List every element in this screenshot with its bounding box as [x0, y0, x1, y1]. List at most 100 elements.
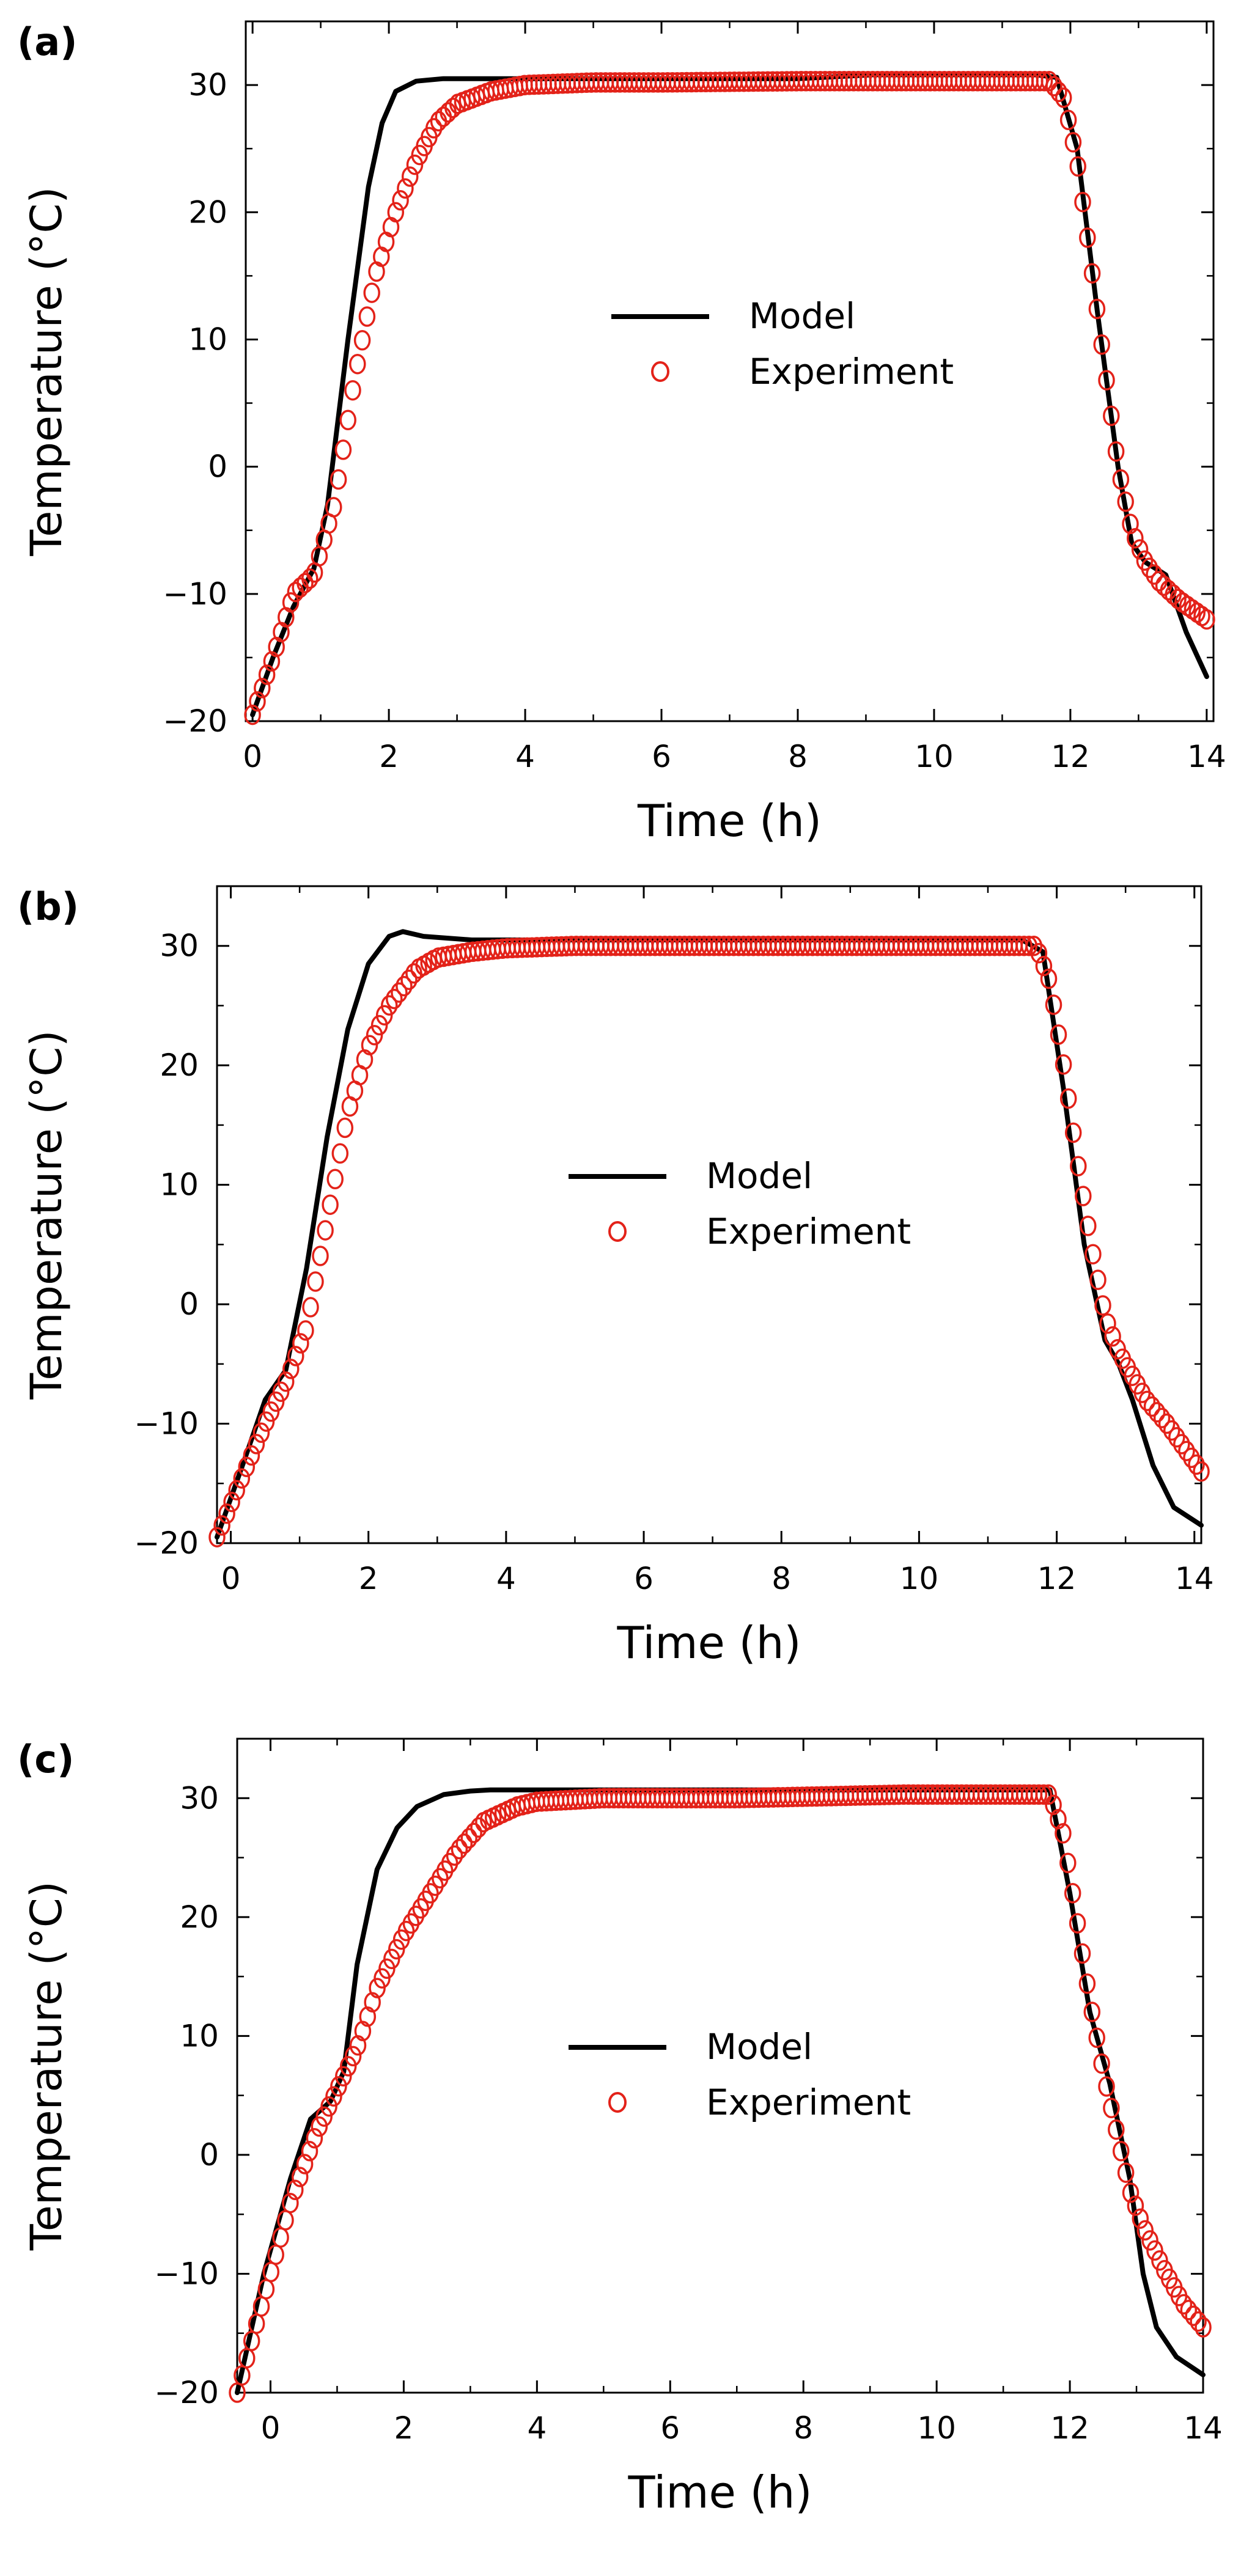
experiment-point [248, 1434, 265, 1455]
y-tick-label: 20 [180, 1899, 219, 1935]
experiment-point [1059, 109, 1077, 131]
experiment-point [425, 118, 443, 139]
experiment-point [1178, 1440, 1195, 1461]
experiment-point [233, 1468, 251, 1489]
experiment-point [1040, 968, 1058, 989]
experiment-point [287, 1346, 304, 1367]
x-tick-label: 12 [1050, 2410, 1089, 2446]
legend-model-label: Model [706, 1155, 812, 1197]
experiment-point [1050, 1808, 1067, 1830]
experiment-point [1055, 1823, 1072, 1844]
experiment-point [1146, 564, 1163, 585]
experiment-point [311, 2116, 328, 2137]
experiment-point [1143, 1396, 1161, 1417]
experiment-point [1035, 1784, 1053, 1805]
experiment-point [396, 975, 413, 997]
y-tick-label: 30 [188, 67, 227, 103]
x-tick-label: 8 [788, 739, 808, 774]
experiment-point [1180, 2300, 1198, 2321]
x-tick-label: 2 [394, 2410, 414, 2446]
y-tick-label: −20 [154, 2375, 219, 2410]
experiment-point [1153, 1407, 1171, 1428]
x-tick-label: 8 [794, 2410, 813, 2446]
experiment-point [291, 2167, 309, 2187]
x-axis-label: Time (h) [617, 1617, 801, 1668]
legend: Model Experiment [611, 295, 954, 392]
experiment-point [302, 1297, 319, 1318]
experiment-point [1088, 2027, 1105, 2049]
experiment-point [1158, 1413, 1176, 1434]
experiment-point [1084, 1244, 1102, 1264]
experiment-point [331, 1143, 349, 1164]
experiment-point [301, 2141, 319, 2162]
experiment-point [366, 1025, 383, 1046]
experiment-point [1112, 469, 1130, 490]
x-tick-label: 4 [527, 2410, 547, 2446]
experiment-point [306, 2127, 323, 2149]
experiment-point [1131, 539, 1149, 560]
experiment-point [244, 704, 261, 725]
experiment-point [228, 1480, 245, 1501]
experiment-point [292, 1333, 309, 1354]
y-tick-label: 10 [160, 1167, 199, 1203]
experiment-point [1141, 2230, 1158, 2251]
y-tick-label: 30 [160, 928, 199, 964]
experiment-point [1185, 2305, 1202, 2326]
legend: Model Experiment [569, 1155, 911, 1252]
experiment-point [1070, 1156, 1087, 1176]
experiment-point [1188, 1454, 1205, 1475]
experiment-point [451, 1838, 468, 1860]
x-tick-label: 6 [652, 739, 671, 774]
y-tick-label: 20 [160, 1048, 199, 1083]
x-tick-label: 10 [900, 1561, 939, 1596]
experiment-point [1055, 87, 1072, 108]
experiment-point [1020, 935, 1038, 956]
y-axis-label: Temperature (°C) [21, 1030, 72, 1400]
experiment-point [336, 1117, 354, 1139]
experiment-point [1183, 1447, 1200, 1469]
experiment-point [1122, 2182, 1140, 2203]
experiment-point [1107, 441, 1125, 462]
experiment-point [312, 1246, 329, 1266]
experiment-point [1146, 2240, 1163, 2261]
y-tick-label: 20 [188, 194, 227, 230]
experiment-point [1136, 550, 1154, 571]
experiment-point [282, 1359, 300, 1379]
experiment-point [1050, 81, 1067, 103]
experiment-point [218, 1503, 235, 1524]
experiment-point [252, 1422, 270, 1444]
experiment-point [1045, 994, 1062, 1015]
chart-panel-a: (a) 0 2 4 6 8 10 12 14 −20 −10 0 10 20 30 Time (h) Tempe… [17, 20, 1226, 846]
experiment-point [344, 380, 361, 401]
x-tick-label: 6 [660, 2410, 680, 2446]
experiment-point [381, 995, 398, 1016]
experiment-point [386, 988, 403, 1010]
experiment-point [1064, 132, 1082, 153]
experiment-point [1075, 1186, 1092, 1206]
experiment-point [301, 568, 319, 589]
experiment-point [297, 1320, 314, 1341]
experiment-point [1127, 527, 1144, 549]
experiment-point [1112, 2141, 1130, 2162]
experiment-point [349, 353, 366, 375]
experiment-point [307, 1271, 324, 1292]
experiment-point [1073, 1943, 1091, 1964]
experiment-point [1098, 370, 1115, 391]
experiment-point [223, 1491, 240, 1513]
experiment-point [446, 1845, 463, 1866]
x-tick-label: 2 [379, 739, 399, 774]
experiment-point [1136, 2220, 1154, 2241]
experiment-point [1175, 2294, 1193, 2315]
chart-panel-c: (c) 0 2 4 6 8 10 12 14 −20 −10 0 10 20 30 Time (h) Tempe… [17, 1737, 1223, 2518]
experiment-point [1069, 1913, 1086, 1934]
experiment-point [1059, 1088, 1077, 1109]
experiment-point [400, 969, 418, 990]
x-tick-label: 12 [1051, 739, 1090, 774]
experiment-point [287, 2179, 304, 2201]
x-tick-label: 10 [917, 2410, 956, 2446]
legend-experiment-marker [651, 361, 669, 382]
experiment-point [1015, 935, 1033, 956]
experiment-point [315, 2106, 333, 2127]
panel-label: (a) [17, 20, 78, 64]
experiment-point [1094, 1295, 1111, 1316]
